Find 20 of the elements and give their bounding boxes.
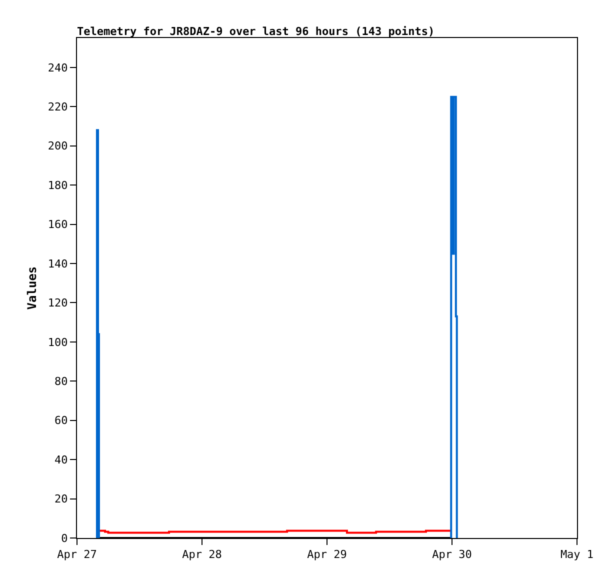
y-tick-label: 220: [48, 100, 68, 114]
y-tick-label: 60: [54, 414, 68, 428]
y-tick-label: 140: [48, 257, 68, 270]
x-tick-label: Apr 28: [182, 548, 222, 562]
y-tick-label: 200: [48, 140, 68, 153]
y-tick-label: 0: [61, 532, 68, 545]
x-tick-label: Apr 30: [432, 548, 472, 562]
y-tick-label: 240: [48, 61, 68, 74]
y-tick-label: 120: [48, 296, 68, 310]
y-tick-label: 100: [48, 336, 68, 349]
x-tick-label: Apr 27: [57, 548, 97, 562]
chart-title: Telemetry for JR8DAZ-9 over last 96 hours (143 points): [77, 24, 435, 38]
y-tick-label: 40: [54, 453, 68, 466]
y-axis-title: Values: [25, 266, 40, 310]
y-tick-label: 180: [48, 178, 68, 192]
y-tick-label: 80: [54, 374, 68, 388]
x-tick-label: Apr 29: [307, 548, 347, 562]
y-tick-label: 160: [48, 218, 68, 232]
y-tick-label: 20: [54, 492, 68, 506]
x-tick-label: May 1: [560, 548, 594, 562]
